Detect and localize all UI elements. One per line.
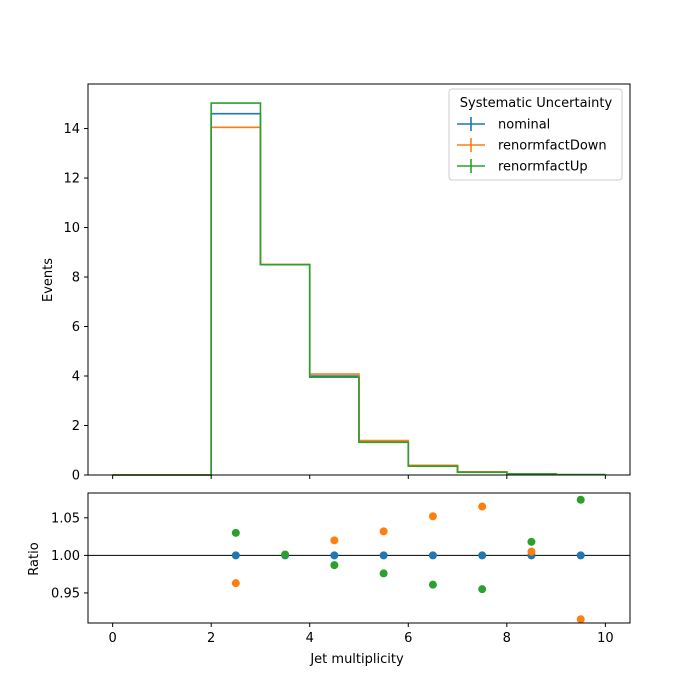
ratio-point-renormfactDown [478, 502, 487, 511]
ratio-point-renormfactUp [478, 585, 487, 594]
ratio-point-renormfactDown [576, 615, 585, 624]
histogram-y-tick-label: 14 [63, 122, 80, 137]
ratio-y-tick-label: 1.00 [51, 549, 80, 564]
histogram-y-tick-label: 0 [72, 469, 80, 484]
histogram-series-renormfactUp [112, 102, 606, 476]
legend-box [448, 88, 623, 181]
ratio-x-tick-label: 8 [503, 631, 511, 646]
ratio-x-tick-label: 2 [207, 631, 215, 646]
histogram-y-tick-label: 8 [72, 271, 80, 286]
ratio-point-renormfactDown [527, 547, 536, 556]
ratio-point-renormfactUp [281, 550, 290, 559]
ratio-y-tick-label: 1.05 [51, 511, 80, 526]
ratio-point-renormfactUp [330, 561, 339, 570]
ratio-point-renormfactDown [231, 579, 240, 588]
ratio-point-renormfactUp [428, 580, 437, 589]
ratio-point-nominal [576, 551, 585, 560]
legend-title: Systematic Uncertainty [460, 96, 613, 111]
ratio-y-axis-label: Ratio [27, 542, 42, 575]
ratio-point-renormfactDown [330, 536, 339, 545]
legend-label: renormfactUp [498, 160, 588, 175]
legend: Systematic Uncertainty nominal renormfact… [448, 88, 623, 181]
ratio-point-nominal [379, 551, 388, 560]
histogram-axes-frame [87, 83, 631, 476]
legend-entry-nominal: nominal [457, 117, 550, 133]
histogram-y-tick-label: 10 [63, 221, 80, 236]
ratio-point-nominal [231, 551, 240, 560]
histogram-y-tick-label: 6 [72, 320, 80, 335]
ratio-point-nominal [428, 551, 437, 560]
ratio-point-renormfactDown [379, 527, 388, 536]
ratio-x-tick-label: 6 [404, 631, 412, 646]
histogram-y-tick-label: 4 [72, 370, 80, 385]
histogram-y-tick-label: 12 [63, 172, 80, 187]
ratio-axes-frame [87, 492, 631, 624]
ratio-point-nominal [478, 551, 487, 560]
ratio-y-tick-label: 0.95 [51, 586, 80, 601]
ratio-x-tick-label: 10 [597, 631, 614, 646]
ratio-point-renormfactUp [527, 537, 536, 546]
histogram-y-axis-label: Events [41, 258, 56, 302]
legend-entry-renormfactDown: renormfactDown [457, 138, 607, 154]
x-axis-label: Jet multiplicity [309, 652, 404, 667]
ratio-point-renormfactUp [379, 569, 388, 578]
legend-entry-renormfactUp: renormfactUp [457, 159, 588, 175]
ratio-point-nominal [330, 551, 339, 560]
legend-label: nominal [498, 118, 550, 133]
ratio-panel: 0 2 4 6 8 10 0.95 1.00 1.05 Ratio Jet multiplici… [27, 492, 631, 667]
histogram-y-tick-label: 2 [72, 419, 80, 434]
ratio-x-tick-label: 4 [306, 631, 314, 646]
histogram-panel: 0 2 4 6 8 10 12 14 Events Systematic Uncertaint… [41, 83, 631, 484]
ratio-x-tick-label: 0 [108, 631, 116, 646]
ratio-point-renormfactUp [231, 528, 240, 537]
ratio-point-renormfactUp [576, 495, 585, 504]
ratio-point-renormfactDown [428, 512, 437, 521]
legend-label: renormfactDown [498, 139, 607, 154]
